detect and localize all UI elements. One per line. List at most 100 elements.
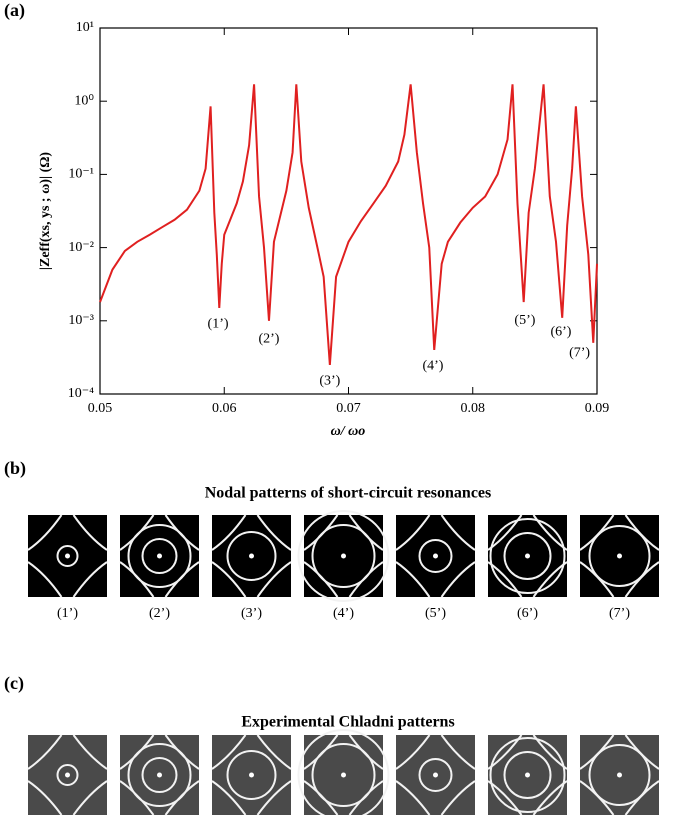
annotation: (6’)	[550, 324, 571, 339]
nodal-line	[395, 780, 431, 815]
nodal-line	[303, 734, 339, 770]
nodal-line	[624, 780, 660, 815]
x-tick-label: 0.09	[585, 401, 610, 416]
pattern-tile	[579, 514, 660, 598]
pattern-label: (3’)	[241, 606, 262, 621]
pattern-tile	[579, 734, 660, 815]
nodal-line	[418, 758, 453, 792]
nodal-line	[395, 514, 431, 551]
center-dot	[249, 553, 254, 559]
center-dot	[157, 772, 162, 778]
nodal-line	[164, 514, 200, 551]
nodal-line	[440, 734, 476, 770]
nodal-line	[164, 780, 200, 815]
nodal-line	[624, 734, 660, 770]
line	[99, 84, 598, 365]
center-dot	[617, 553, 622, 559]
nodal-line	[127, 743, 192, 807]
pattern-label: (2’)	[149, 606, 170, 621]
nodal-line	[487, 561, 523, 598]
nodal-line	[256, 514, 292, 551]
nodal-line	[119, 514, 155, 551]
center-dot	[65, 772, 70, 778]
nodal-line	[256, 734, 292, 770]
nodal-line	[624, 561, 660, 598]
center-dot	[433, 553, 438, 559]
nodal-line	[72, 734, 108, 770]
nodal-line	[119, 780, 155, 815]
nodal-line	[127, 524, 192, 588]
nodal-line	[579, 780, 615, 815]
center-dot	[525, 553, 530, 559]
panel-title: Experimental Chladni patterns	[241, 714, 454, 731]
panel-label: (b)	[4, 458, 26, 479]
nodal-line	[27, 514, 63, 551]
y-tick-label: 10⁻⁴	[68, 386, 94, 401]
panel-label: (a)	[4, 0, 25, 21]
nodal-line	[72, 780, 108, 815]
nodal-line	[303, 780, 339, 815]
nodal-line	[489, 518, 566, 594]
nodal-line	[532, 734, 568, 770]
center-dot	[341, 772, 346, 778]
center-dot	[157, 553, 162, 559]
center-dot	[249, 772, 254, 778]
annotation: (5’)	[514, 313, 535, 328]
nodal-line	[487, 734, 523, 770]
nodal-line	[303, 514, 339, 551]
nodal-line	[311, 743, 376, 807]
nodal-line	[27, 734, 63, 770]
pattern-tile	[297, 510, 390, 602]
nodal-line	[297, 729, 390, 815]
nodal-line	[226, 531, 277, 581]
pattern-label: (1’)	[57, 606, 78, 621]
nodal-line	[211, 734, 247, 770]
y-tick-label: 10¹	[76, 20, 94, 35]
nodal-line	[624, 514, 660, 551]
annotation: (2’)	[258, 331, 279, 346]
nodal-line	[579, 734, 615, 770]
panel-title: Nodal patterns of short-circuit resonanc…	[205, 485, 492, 502]
annotation: (1’)	[208, 316, 229, 331]
pattern-label: (4’)	[333, 606, 354, 621]
nodal-line	[56, 545, 79, 567]
nodal-line	[311, 524, 376, 588]
nodal-line	[211, 514, 247, 551]
pattern-tile	[395, 734, 476, 815]
x-tick-label: 0.06	[212, 401, 237, 416]
pattern-tile	[27, 734, 108, 815]
x-tick-label: 0.07	[336, 401, 361, 416]
pattern-tile	[119, 514, 200, 598]
nodal-line	[418, 539, 453, 573]
nodal-line	[211, 561, 247, 598]
pattern-label: (5’)	[425, 606, 446, 621]
nodal-line	[579, 561, 615, 598]
nodal-line	[487, 780, 523, 815]
nodal-line	[56, 764, 79, 786]
nodal-line	[487, 514, 523, 551]
nodal-line	[27, 780, 63, 815]
nodal-line	[532, 514, 568, 551]
annotation: (7’)	[569, 345, 590, 360]
y-tick-label: 10⁻³	[68, 313, 94, 328]
nodal-line	[440, 780, 476, 815]
y-tick-label: 10⁰	[74, 93, 94, 108]
pattern-tile	[297, 729, 390, 815]
pattern-tile	[487, 734, 568, 815]
x-tick-label: 0.05	[88, 401, 113, 416]
pattern-label: (6’)	[517, 606, 538, 621]
nodal-line	[164, 734, 200, 770]
nodal-line	[72, 514, 108, 551]
pattern-tile	[119, 734, 200, 815]
nodal-line	[141, 757, 178, 793]
x-axis-label: ω/ ωo	[331, 424, 366, 439]
nodal-line	[440, 514, 476, 551]
nodal-line	[503, 751, 552, 799]
nodal-line	[164, 561, 200, 598]
y-tick-label: 10⁻²	[68, 240, 94, 255]
pattern-tile	[487, 514, 568, 598]
y-axis-label: |Zeff(xs, ys ; ω)| (Ω)	[38, 152, 53, 271]
pattern-tile	[211, 734, 292, 815]
pattern-tile	[27, 514, 108, 598]
